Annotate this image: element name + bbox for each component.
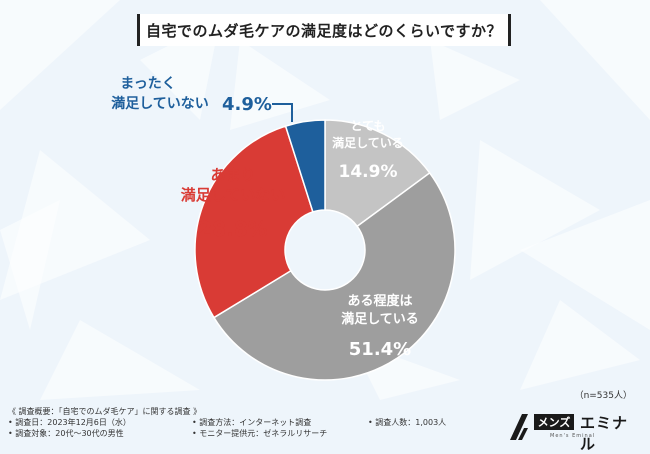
- logo-box-text: メンズ: [534, 414, 574, 430]
- bg-triangle: [520, 300, 640, 390]
- slice-value-label: 4.9%: [222, 94, 272, 115]
- bg-triangle: [470, 140, 600, 280]
- bg-triangle: [40, 320, 200, 400]
- leader-line: [272, 103, 293, 122]
- bg-triangle: [0, 200, 60, 330]
- survey-provider: • モニター提供元：ゼネラルリサーチ: [192, 429, 328, 438]
- slice-label-line1: とても: [350, 119, 385, 133]
- bg-triangle: [520, 200, 650, 330]
- slice-label-line2: 満足していない: [111, 95, 209, 112]
- survey-count: • 調査人数：1,003人: [368, 418, 447, 427]
- survey-method: • 調査方法：インターネット調査: [192, 418, 312, 427]
- pie-slice: [212, 171, 456, 381]
- slice-label-line1: ある程度は: [347, 293, 412, 309]
- survey-date: • 調査日：2023年12月6日（水）: [8, 418, 131, 427]
- slice-value-label: 14.9%: [339, 162, 398, 182]
- bg-triangle: [230, 40, 330, 130]
- donut-chart: とても満足している14.9%ある程度は満足している51.4%あまり満足していない…: [111, 76, 456, 381]
- pie-slice: [324, 119, 431, 228]
- slice-value-label: 51.4%: [349, 339, 411, 360]
- slice-label-line2: 満足している: [332, 135, 404, 150]
- brand-logo: メンズ エミナル Men's Eminal: [508, 410, 642, 453]
- survey-overview-title: 《 調査概要：「自宅でのムダ毛ケア」に関する調査 》: [8, 407, 202, 416]
- survey-target: • 調査対象：20代〜30代の男性: [8, 429, 124, 438]
- chart-title-text: 自宅でのムダ毛ケアの満足度はどのくらいですか？: [145, 21, 503, 40]
- bg-triangle: [0, 0, 120, 110]
- bg-triangle: [540, 0, 650, 120]
- sample-size-note: （n=535人）: [574, 391, 632, 401]
- logo-sub: Men's Eminal: [550, 433, 596, 439]
- slice-label-line1: まったく: [120, 76, 175, 92]
- logo-mark-icon: [510, 414, 528, 440]
- slice-value-label: 28.8%: [198, 217, 267, 241]
- chart-title: 自宅でのムダ毛ケアの満足度はどのくらいですか？: [137, 14, 511, 46]
- slice-label-line2: 満足している: [341, 311, 419, 327]
- slice-label-line2: 満足していない: [181, 186, 286, 204]
- pie-slice: [284, 119, 326, 213]
- pie-slice: [194, 125, 314, 319]
- slice-label-line1: あまり: [210, 166, 255, 184]
- bg-triangle: [430, 40, 520, 120]
- logo-name: エミナル: [580, 414, 629, 453]
